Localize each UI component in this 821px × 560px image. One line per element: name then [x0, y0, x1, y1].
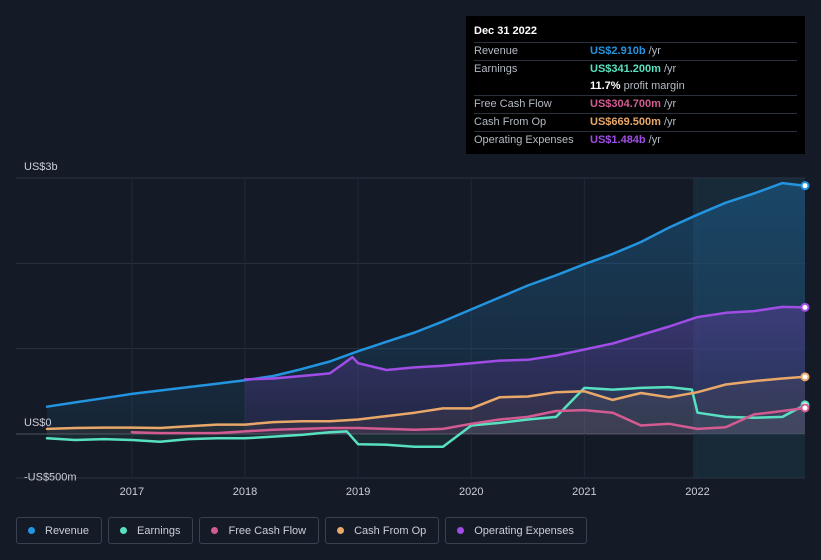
- free-cash-flow-line: [130, 406, 807, 435]
- legend-dot-icon: [120, 527, 128, 534]
- legend-label: Operating Expenses: [474, 524, 574, 537]
- legend-label: Cash From Op: [354, 524, 427, 537]
- series-areas: [47, 183, 805, 447]
- operating-expenses-line: [243, 305, 807, 381]
- tooltip-row-value: US$1.484b: [590, 134, 646, 146]
- tooltip-row-unit: /yr: [648, 45, 661, 57]
- tooltip-row: 11.7% profit margin: [474, 78, 797, 95]
- tooltip-row-label: [474, 78, 590, 95]
- legend-item-revenue[interactable]: Revenue: [16, 517, 103, 544]
- x-tick-label: 2020: [459, 486, 483, 498]
- legend-item-free-cash-flow[interactable]: Free Cash Flow: [199, 517, 320, 544]
- legend-dot-icon: [28, 527, 35, 534]
- tooltip-row-label: Earnings: [474, 63, 518, 75]
- tooltip-row-value: US$341.200m: [590, 63, 661, 75]
- free-cash-flow-end-marker: [800, 403, 810, 413]
- x-tick-label: 2017: [120, 486, 144, 498]
- tooltip-row-value: US$669.500m: [590, 116, 661, 128]
- axes: US$3b US$0 -US$500m 2017 2018 2019 2020 2021 202…: [24, 161, 710, 498]
- legend-item-cash-from-op[interactable]: Cash From Op: [325, 517, 440, 544]
- cash-from-op-line: [45, 375, 807, 431]
- tooltip-row-label: Free Cash Flow: [474, 98, 552, 110]
- tooltip-row-value: US$2.910b: [590, 45, 646, 57]
- legend-label: Free Cash Flow: [228, 524, 307, 537]
- tooltip-row-unit: /yr: [663, 116, 677, 128]
- legend-dot-icon: [457, 527, 465, 534]
- legend: Revenue Earnings Free Cash Flow Cash From O…: [16, 517, 587, 544]
- x-tick-label: 2021: [572, 486, 596, 498]
- tooltip-row-unit: profit margin: [623, 80, 685, 92]
- tooltip-row-unit: /yr: [648, 134, 661, 146]
- series-end-markers: [800, 181, 810, 413]
- legend-label: Revenue: [45, 524, 90, 537]
- tooltip-row-unit: /yr: [663, 98, 677, 110]
- legend-dot-icon: [337, 527, 345, 534]
- series-lines: [45, 181, 807, 449]
- tooltip-row-value: 11.7%: [590, 80, 621, 92]
- tooltip-row: Revenue US$2.910b/yr: [474, 42, 797, 60]
- tooltip-row-value: US$304.700m: [590, 98, 661, 110]
- legend-item-earnings[interactable]: Earnings: [108, 517, 194, 544]
- tooltip-row: Free Cash Flow US$304.700m/yr: [474, 95, 797, 113]
- tooltip-date: Dec 31 2022: [474, 25, 537, 37]
- tooltip-row-label: Cash From Op: [474, 116, 547, 128]
- tooltip-row: Cash From Op US$669.500m/yr: [474, 113, 797, 131]
- x-tick-label: 2018: [233, 486, 257, 498]
- cash-from-op-end-marker: [800, 372, 810, 382]
- tooltip-row-label: Revenue: [474, 45, 519, 57]
- tooltip-row-unit: /yr: [663, 63, 677, 75]
- tooltip-row: Earnings US$341.200m/yr: [474, 60, 797, 78]
- y-tick-label: -US$500m: [24, 472, 77, 484]
- tooltip: Dec 31 2022 Revenue US$2.910b/yr Earnings U…: [466, 16, 805, 154]
- tooltip-row-label: Operating Expenses: [474, 134, 574, 146]
- legend-item-operating-expenses[interactable]: Operating Expenses: [445, 517, 587, 544]
- operating-expenses-area: [245, 306, 805, 434]
- y-tick-label: US$0: [24, 417, 52, 429]
- tooltip-row: Operating Expenses US$1.484b/yr: [474, 131, 797, 149]
- legend-label: Earnings: [137, 524, 181, 537]
- operating-expenses-end-marker: [800, 302, 810, 312]
- revenue-line: [45, 181, 807, 408]
- x-tick-label: 2019: [346, 486, 370, 498]
- legend-dot-icon: [211, 527, 219, 534]
- revenue-end-marker: [800, 181, 810, 191]
- tooltip-rows: Revenue US$2.910b/yr Earnings US$341.200m/y…: [474, 42, 797, 149]
- x-tick-label: 2022: [685, 486, 709, 498]
- y-tick-label: US$3b: [24, 161, 58, 173]
